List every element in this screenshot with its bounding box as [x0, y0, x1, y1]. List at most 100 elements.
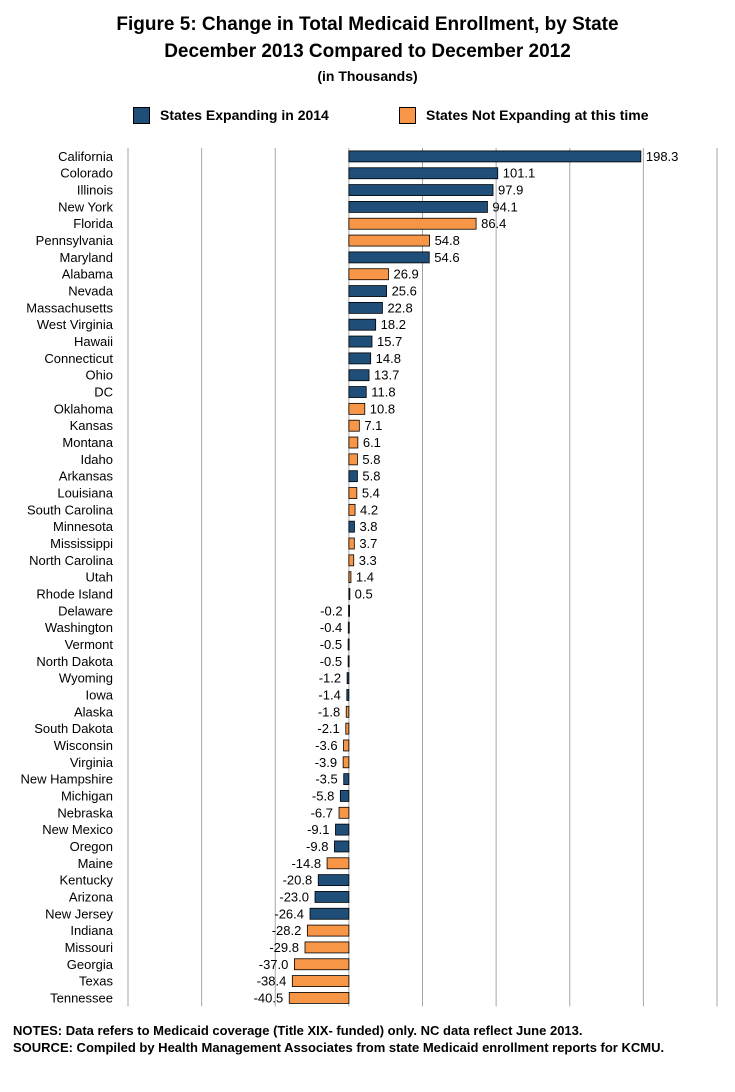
bar — [348, 604, 350, 617]
legend-label-expanding: States Expanding in 2014 — [160, 107, 329, 123]
category-label: Colorado — [60, 166, 113, 181]
value-label: -28.2 — [272, 923, 302, 938]
value-label: -38.4 — [257, 974, 287, 989]
value-label: -3.9 — [315, 755, 337, 770]
value-label: -0.5 — [320, 637, 342, 652]
bar — [348, 419, 360, 432]
value-label: 1.4 — [356, 570, 374, 585]
chart-subtitle: December 2013 Compared to December 2012 — [164, 41, 571, 62]
category-label: Vermont — [65, 637, 114, 652]
value-label: 3.7 — [359, 536, 377, 551]
value-label: 5.4 — [362, 486, 380, 501]
category-label: South Dakota — [34, 721, 114, 736]
value-label: 13.7 — [374, 368, 399, 383]
category-label: Oregon — [70, 839, 113, 854]
bar — [348, 184, 494, 196]
value-label: 4.2 — [360, 502, 378, 517]
category-label: Virginia — [70, 755, 114, 770]
category-label: Connecticut — [44, 351, 113, 366]
value-label: -37.0 — [259, 957, 289, 972]
bar — [348, 335, 373, 348]
bar — [343, 773, 350, 786]
value-label: -23.0 — [279, 889, 309, 904]
value-label: -20.8 — [283, 873, 313, 888]
category-label: Alabama — [62, 267, 114, 282]
bar — [348, 487, 358, 499]
legend-label-not-expanding: States Not Expanding at this time — [426, 107, 649, 123]
category-label: Kentucky — [60, 873, 114, 888]
bar — [348, 167, 499, 180]
bar-chart: California 198.3 Colorado 101.1 Illinois 97.9… — [21, 148, 718, 1007]
value-label: -0.2 — [320, 603, 342, 618]
value-label: 10.8 — [370, 401, 395, 416]
value-label: -14.8 — [291, 856, 321, 871]
bar — [317, 874, 350, 887]
bar — [304, 941, 350, 954]
bar — [291, 975, 350, 987]
bar — [348, 436, 359, 449]
bar — [348, 470, 358, 483]
bar — [343, 739, 350, 752]
value-label: -2.1 — [317, 721, 339, 736]
bar — [348, 352, 372, 365]
value-label: -0.4 — [320, 620, 342, 635]
value-label: -1.4 — [318, 687, 340, 702]
bar — [348, 588, 351, 600]
unit-note: (in Thousands) — [317, 68, 418, 84]
value-label: 3.3 — [359, 553, 377, 568]
chart-title: Figure 5: Change in Total Medicaid Enrol… — [116, 14, 619, 35]
value-label: -1.2 — [319, 671, 341, 686]
bar — [348, 503, 356, 516]
category-label: Nevada — [68, 284, 114, 299]
category-label: Tennessee — [50, 990, 113, 1005]
category-label: Florida — [73, 216, 114, 231]
value-label: -5.8 — [312, 788, 334, 803]
category-label: Maine — [78, 856, 113, 871]
bar — [348, 369, 370, 382]
bar — [342, 756, 350, 769]
category-label: South Carolina — [27, 502, 114, 517]
value-label: 86.4 — [481, 216, 506, 231]
bar — [348, 520, 355, 533]
value-label: 18.2 — [381, 317, 406, 332]
category-label: Illinois — [77, 183, 114, 198]
value-label: -3.5 — [315, 772, 337, 787]
value-label: -3.6 — [315, 738, 337, 753]
category-label: North Dakota — [36, 654, 113, 669]
category-label: Minnesota — [53, 519, 114, 534]
value-label: 22.8 — [387, 300, 412, 315]
category-label: DC — [94, 385, 113, 400]
category-label: Louisiana — [57, 486, 113, 501]
value-label: 25.6 — [392, 284, 417, 299]
category-label: Michigan — [61, 788, 113, 803]
category-label: Rhode Island — [36, 586, 113, 601]
bar — [348, 251, 430, 264]
value-label: 5.8 — [362, 469, 380, 484]
bar — [348, 217, 477, 230]
value-label: -9.1 — [307, 822, 329, 837]
value-label: 6.1 — [363, 435, 381, 450]
bar — [346, 689, 350, 701]
bar — [348, 571, 352, 584]
bar — [348, 453, 358, 466]
value-label: 26.9 — [393, 267, 418, 282]
category-label: Georgia — [67, 957, 114, 972]
category-label: Texas — [79, 974, 113, 989]
category-label: Utah — [86, 570, 113, 585]
bar — [334, 840, 350, 853]
bar — [293, 958, 350, 971]
value-label: 101.1 — [503, 166, 536, 181]
source-line: SOURCE: Compiled by Health Management As… — [13, 1040, 665, 1055]
category-label: West Virginia — [37, 317, 114, 332]
category-label: Maryland — [60, 250, 113, 265]
value-label: 94.1 — [492, 199, 517, 214]
bar — [347, 621, 350, 634]
category-label: Wisconsin — [54, 738, 113, 753]
category-label: Washington — [45, 620, 113, 635]
value-label: 7.1 — [364, 418, 382, 433]
bar — [339, 790, 350, 802]
category-label: Indiana — [70, 923, 113, 938]
value-label: 54.6 — [434, 250, 459, 265]
category-label: Arizona — [69, 889, 114, 904]
notes-line: NOTES: Data refers to Medicaid coverage … — [13, 1023, 583, 1038]
